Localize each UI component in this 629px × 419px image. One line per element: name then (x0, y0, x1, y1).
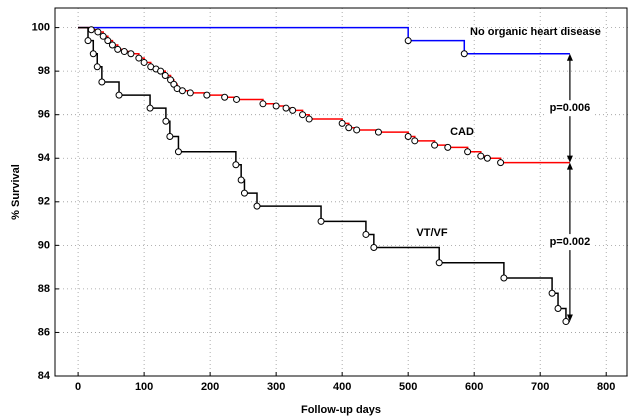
censor-marker (317, 217, 325, 225)
censor-marker (299, 111, 307, 119)
censor-marker (562, 318, 570, 326)
censor-marker (166, 132, 174, 140)
censor-marker (162, 117, 170, 125)
censor-marker (135, 54, 143, 62)
label-bg (545, 100, 594, 117)
censor-marker (353, 126, 361, 134)
censor-marker (120, 48, 128, 56)
y-tick-label: 84 (38, 370, 51, 382)
x-tick-label: 100 (135, 381, 153, 393)
censor-marker (444, 143, 452, 151)
censor-marker (464, 148, 472, 156)
y-tick-label: 98 (38, 65, 50, 77)
x-tick-label: 600 (465, 381, 483, 393)
censor-marker (362, 230, 370, 238)
censor-marker (345, 124, 353, 132)
x-tick-label: 700 (531, 381, 549, 393)
censor-marker (99, 32, 107, 40)
p-value: p=0.002 (550, 236, 591, 248)
censor-marker (477, 152, 485, 160)
censor-marker (483, 154, 491, 162)
censor-marker (289, 106, 297, 114)
y-axis-label: % Survival (10, 164, 22, 220)
censor-marker (497, 159, 505, 167)
censor-marker (186, 89, 194, 97)
x-tick-label: 200 (201, 381, 219, 393)
censor-marker (127, 50, 135, 58)
arrow-head (566, 162, 573, 170)
y-tick-label: 86 (38, 326, 50, 338)
censor-marker (282, 104, 290, 112)
censor-marker (305, 115, 313, 123)
y-tick-label: 90 (38, 239, 50, 251)
censor-marker (272, 102, 280, 110)
series-label: VT/VF (416, 227, 447, 239)
x-tick-label: 300 (267, 381, 285, 393)
x-tick-label: 0 (75, 381, 81, 393)
censor-marker (115, 91, 123, 99)
arrow-head (566, 53, 573, 61)
arrow-head (566, 314, 573, 322)
censor-marker (146, 104, 154, 112)
censor-marker (237, 176, 245, 184)
y-tick-label: 100 (32, 22, 50, 34)
censor-marker (178, 87, 186, 95)
censor-marker (84, 37, 92, 45)
censor-marker (108, 41, 116, 49)
censor-marker (87, 26, 95, 34)
censor-marker (374, 128, 382, 136)
censor-marker (221, 93, 229, 101)
censor-marker (89, 50, 97, 58)
p-value: p=0.006 (550, 102, 591, 114)
censor-marker (404, 132, 412, 140)
survival-line (78, 26, 570, 323)
censor-marker (140, 58, 148, 66)
censor-marker (203, 91, 211, 99)
censor-marker (94, 28, 102, 36)
x-tick-label: 800 (597, 381, 615, 393)
x-tick-label: 400 (333, 381, 351, 393)
survival-line (78, 26, 570, 55)
x-tick-label: 500 (399, 381, 417, 393)
censor-marker (174, 148, 182, 156)
x-axis-label: Follow-up days (301, 404, 381, 416)
censor-marker (253, 202, 261, 210)
censor-marker (370, 244, 378, 252)
survival-line (78, 26, 570, 164)
censor-marker (233, 95, 241, 103)
series-label: CAD (450, 126, 474, 138)
label-bg (545, 234, 594, 251)
y-tick-label: 96 (38, 109, 50, 121)
censor-marker (157, 67, 165, 75)
censor-marker (104, 37, 112, 45)
plot-frame (54, 7, 628, 377)
censor-marker (338, 119, 346, 127)
censor-marker (548, 289, 556, 297)
y-tick-label: 88 (38, 283, 50, 295)
censor-marker (232, 161, 240, 169)
censor-marker (554, 304, 562, 312)
censor-marker (435, 259, 443, 267)
censor-marker (431, 141, 439, 149)
censor-marker (460, 50, 468, 58)
censor-marker (259, 100, 267, 108)
arrow-head (566, 155, 573, 163)
censor-marker (98, 78, 106, 86)
censor-marker (240, 189, 248, 197)
series-label: No organic heart disease (470, 26, 601, 38)
y-tick-label: 94 (38, 152, 51, 164)
censor-marker (500, 274, 508, 282)
censor-marker (93, 63, 101, 71)
censor-marker (161, 72, 169, 80)
censor-marker (411, 137, 419, 145)
censor-marker (404, 37, 412, 45)
y-tick-label: 92 (38, 196, 50, 208)
censor-marker (114, 45, 122, 53)
